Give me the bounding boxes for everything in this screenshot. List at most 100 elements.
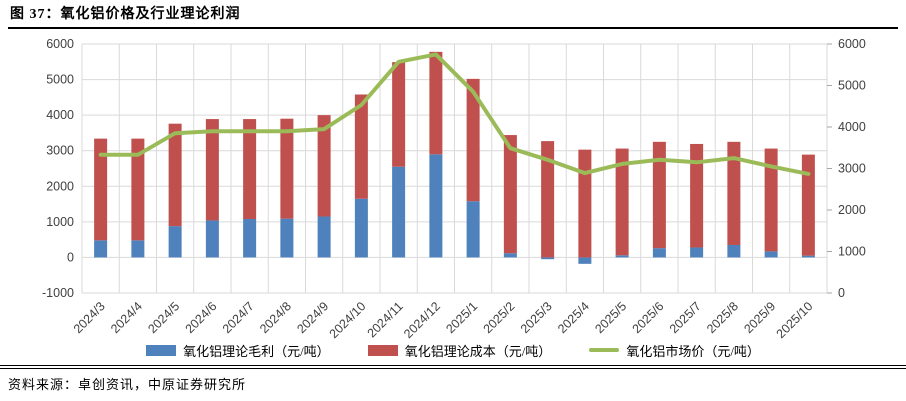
- svg-text:2024/10: 2024/10: [327, 299, 369, 341]
- chart-legend: 氧化铝理论毛利（元/吨） 氧化铝理论成本（元/吨） 氧化铝市场价（元/吨）: [0, 339, 906, 361]
- legend-label-price: 氧化铝市场价（元/吨）: [626, 343, 760, 359]
- bar-profit-2024/3: [94, 240, 108, 258]
- bar-cost-2024/9: [317, 115, 331, 217]
- svg-text:6000: 6000: [838, 37, 866, 51]
- bar-cost-2024/6: [205, 119, 219, 221]
- svg-text:2025/2: 2025/2: [481, 299, 518, 336]
- bar-profit-2025/7: [690, 247, 704, 258]
- bar-profit-2025/5: [615, 255, 629, 258]
- svg-text:1000: 1000: [838, 245, 866, 259]
- svg-text:5000: 5000: [46, 73, 74, 87]
- bar-cost-2024/5: [168, 123, 182, 227]
- cost-swatch-icon: [367, 344, 398, 356]
- svg-text:3000: 3000: [838, 162, 866, 176]
- svg-text:2025/10: 2025/10: [774, 299, 816, 341]
- left-axis-labels: -1000 0 1000 2000 3000 4000 5000 6000: [42, 37, 74, 300]
- bar-profit-2024/9: [317, 216, 331, 258]
- svg-text:2024/6: 2024/6: [183, 299, 220, 336]
- bar-cost-2025/4: [578, 149, 592, 258]
- bar-cost-2024/10: [354, 94, 368, 199]
- bar-profit-2024/5: [168, 226, 182, 258]
- x-axis-labels: 2024/3 2024/4 2024/5 2024/6 2024/7 2024/8 2024…: [71, 299, 816, 341]
- svg-text:2024/5: 2024/5: [145, 299, 182, 336]
- bar-profit-2024/12: [429, 154, 443, 258]
- svg-text:0: 0: [838, 286, 845, 300]
- legend-item-cost: 氧化铝理论成本（元/吨）: [367, 341, 552, 360]
- svg-text:2000: 2000: [46, 179, 74, 193]
- bar-profit-2025/4: [578, 257, 592, 264]
- bar-profit-2025/6: [652, 248, 666, 258]
- bar-profit-2025/9: [764, 251, 778, 258]
- legend-item-profit: 氧化铝理论毛利（元/吨）: [146, 341, 330, 360]
- bar-profit-2025/1: [466, 201, 480, 258]
- svg-text:2025/1: 2025/1: [443, 299, 480, 336]
- gridlines: [81, 43, 828, 294]
- bar-profit-2024/11: [392, 166, 406, 258]
- bar-profit-2024/8: [280, 218, 294, 258]
- bar-cost-2024/3: [94, 138, 108, 241]
- bar-profit-2024/10: [354, 198, 368, 258]
- legend-item-price: 氧化铝市场价（元/吨）: [589, 341, 760, 360]
- svg-text:1000: 1000: [46, 215, 74, 229]
- source-divider: [0, 365, 906, 369]
- chart-area: -1000 0 1000 2000 3000 4000 5000 6000 0 1000 2000 3…: [0, 29, 906, 341]
- svg-text:3000: 3000: [46, 144, 74, 158]
- bar-profit-2025/8: [727, 244, 741, 258]
- svg-text:2024/7: 2024/7: [220, 299, 257, 336]
- svg-text:2025/4: 2025/4: [555, 299, 592, 336]
- svg-text:2024/3: 2024/3: [71, 299, 108, 336]
- svg-text:2024/9: 2024/9: [294, 299, 331, 336]
- bar-cost-2025/1: [466, 78, 480, 202]
- bar-profit-2025/10: [801, 255, 815, 258]
- figure-title: 图 37：氧化铝价格及行业理论利润: [10, 7, 241, 22]
- right-axis-labels: 0 1000 2000 3000 4000 5000 6000: [838, 37, 866, 300]
- bar-cost-2025/2: [503, 135, 517, 254]
- svg-text:2000: 2000: [838, 203, 866, 217]
- bar-cost-2025/9: [764, 148, 778, 252]
- svg-text:2024/4: 2024/4: [108, 299, 145, 336]
- bar-cost-2024/11: [392, 62, 406, 167]
- price-line-swatch-icon: [589, 348, 620, 352]
- svg-text:2025/3: 2025/3: [518, 299, 555, 336]
- svg-text:4000: 4000: [838, 120, 866, 134]
- bar-cost-2024/8: [280, 118, 294, 219]
- svg-text:2024/11: 2024/11: [365, 299, 406, 340]
- svg-text:2025/7: 2025/7: [667, 299, 704, 336]
- bar-profit-2025/2: [503, 253, 517, 258]
- bar-cost-2025/3: [541, 141, 555, 258]
- svg-text:4000: 4000: [46, 108, 74, 122]
- bar-cost-2025/6: [652, 141, 666, 249]
- bar-profit-2024/7: [243, 219, 257, 258]
- svg-text:0: 0: [67, 250, 74, 264]
- bar-cost-2024/7: [243, 119, 257, 220]
- figure-title-row: 图 37：氧化铝价格及行业理论利润: [8, 0, 898, 29]
- cost-bars: [94, 51, 815, 258]
- bar-cost-2025/8: [727, 141, 741, 245]
- legend-label-profit: 氧化铝理论毛利（元/吨）: [183, 343, 330, 359]
- svg-text:5000: 5000: [838, 79, 866, 93]
- profit-swatch-icon: [146, 344, 177, 356]
- bar-profit-2024/4: [131, 240, 145, 258]
- bar-cost-2025/7: [690, 143, 704, 248]
- svg-text:-1000: -1000: [42, 286, 74, 300]
- bar-cost-2025/10: [801, 154, 815, 256]
- profit-bars: [94, 154, 815, 264]
- svg-text:2024/12: 2024/12: [401, 299, 443, 341]
- svg-text:2025/6: 2025/6: [630, 299, 667, 336]
- svg-text:2025/8: 2025/8: [704, 299, 741, 336]
- bar-cost-2024/12: [429, 51, 443, 155]
- svg-text:2024/8: 2024/8: [257, 299, 294, 336]
- alumina-chart: -1000 0 1000 2000 3000 4000 5000 6000 0 1000 2000 3…: [42, 37, 866, 341]
- bar-profit-2024/6: [205, 220, 219, 258]
- bar-profit-2025/3: [541, 257, 555, 260]
- source-text: 资料来源：卓创资讯，中原证券研究所: [8, 377, 247, 392]
- svg-text:2025/9: 2025/9: [741, 299, 778, 336]
- right-axis-ticks: [827, 43, 832, 294]
- svg-text:2025/5: 2025/5: [592, 299, 629, 336]
- legend-label-cost: 氧化铝理论成本（元/吨）: [404, 343, 552, 359]
- svg-text:6000: 6000: [46, 37, 74, 51]
- bar-cost-2025/5: [615, 148, 629, 256]
- bar-cost-2024/4: [131, 138, 145, 241]
- price-line: [98, 52, 811, 176]
